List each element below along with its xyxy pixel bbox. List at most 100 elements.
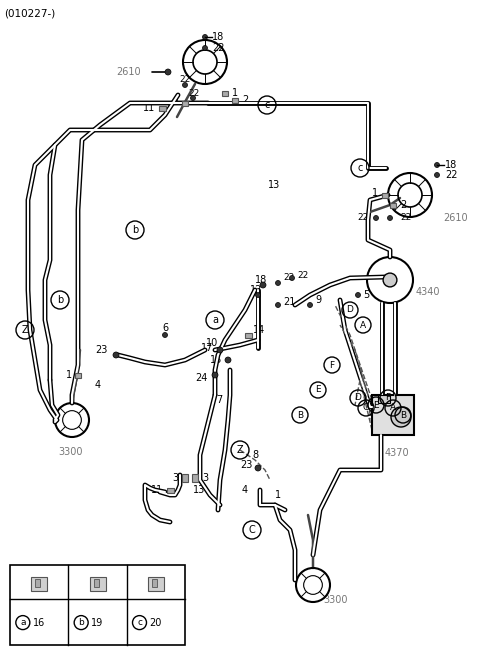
Bar [382,193,388,198]
Text: 7: 7 [216,395,222,405]
Circle shape [165,69,171,75]
Bar [94,578,98,587]
Bar [192,474,198,482]
Text: 16: 16 [33,618,45,627]
Bar [31,576,47,591]
Circle shape [434,162,440,168]
Text: 20: 20 [149,618,162,627]
Text: 13: 13 [268,180,280,190]
Bar [390,202,396,208]
Text: Z: Z [22,325,28,335]
Text: 17: 17 [201,343,213,353]
Text: a: a [212,315,218,325]
Bar [222,90,228,96]
Text: 1: 1 [275,490,281,500]
Bar [182,100,188,105]
Text: 2610: 2610 [443,213,468,223]
Bar [167,487,173,493]
Text: 22: 22 [283,274,294,282]
Text: 22: 22 [445,170,457,180]
Text: A: A [390,403,396,413]
Text: 5: 5 [363,290,369,300]
Text: a: a [20,618,25,627]
Text: 3: 3 [202,473,208,483]
Text: 14: 14 [253,325,265,335]
Circle shape [203,45,207,50]
Text: 22: 22 [358,214,369,223]
Circle shape [276,280,280,286]
Circle shape [434,172,440,178]
Circle shape [191,96,195,100]
Text: 21: 21 [283,297,295,307]
Circle shape [373,215,379,221]
Text: 22: 22 [400,214,411,223]
Text: 1: 1 [372,188,378,198]
Bar [158,105,166,111]
Text: c: c [357,163,363,173]
Text: D: D [347,305,353,314]
Text: 19: 19 [91,618,103,627]
Text: A: A [360,320,366,329]
Bar [10,565,185,645]
Text: 23: 23 [96,345,108,355]
Text: 3300: 3300 [58,447,83,457]
Text: 22: 22 [188,88,199,98]
Circle shape [212,372,218,378]
Text: 11: 11 [143,103,155,113]
Circle shape [182,83,188,88]
Bar [378,395,390,403]
Text: 8: 8 [252,450,258,460]
Text: c: c [264,100,270,110]
Circle shape [308,303,312,307]
Text: c: c [137,618,142,627]
Text: B: B [400,411,406,419]
Bar [152,578,157,587]
Text: E: E [315,386,321,394]
Text: 18: 18 [255,275,267,285]
Bar [372,395,414,435]
Text: b: b [132,225,138,235]
Text: F: F [385,394,391,403]
Circle shape [276,303,280,307]
Text: 1: 1 [174,95,180,105]
Circle shape [255,465,261,471]
Text: 4370: 4370 [385,448,409,458]
Text: 3: 3 [172,473,178,483]
Bar [75,373,81,377]
Bar [35,578,40,587]
Circle shape [203,35,207,39]
Text: F: F [329,360,335,369]
Text: 4: 4 [242,485,248,495]
Text: b: b [57,295,63,305]
Circle shape [163,333,168,337]
Text: 3300: 3300 [323,595,348,605]
Text: 22: 22 [297,271,308,280]
Circle shape [225,357,231,363]
Text: 22: 22 [212,43,225,53]
Text: 2: 2 [242,95,248,105]
Circle shape [217,347,223,353]
Text: 1: 1 [66,370,72,380]
Text: B: B [297,411,303,419]
Text: 18: 18 [212,32,224,42]
Text: b: b [78,618,84,627]
Bar [148,576,164,591]
Bar [182,474,188,482]
Text: 4: 4 [95,380,101,390]
Text: E: E [373,400,379,409]
Bar [244,333,252,337]
Text: 1: 1 [232,88,238,98]
Circle shape [356,293,360,297]
Circle shape [260,282,266,288]
Text: 15: 15 [210,355,222,365]
Circle shape [387,215,393,221]
Text: 13: 13 [193,485,205,495]
Circle shape [255,293,261,297]
Text: 22: 22 [180,75,191,84]
Circle shape [391,407,411,427]
Text: 24: 24 [196,373,208,383]
Text: 9: 9 [315,295,321,305]
Text: 12: 12 [250,285,263,295]
Text: (010227-): (010227-) [4,8,55,18]
Text: 10: 10 [206,338,218,348]
